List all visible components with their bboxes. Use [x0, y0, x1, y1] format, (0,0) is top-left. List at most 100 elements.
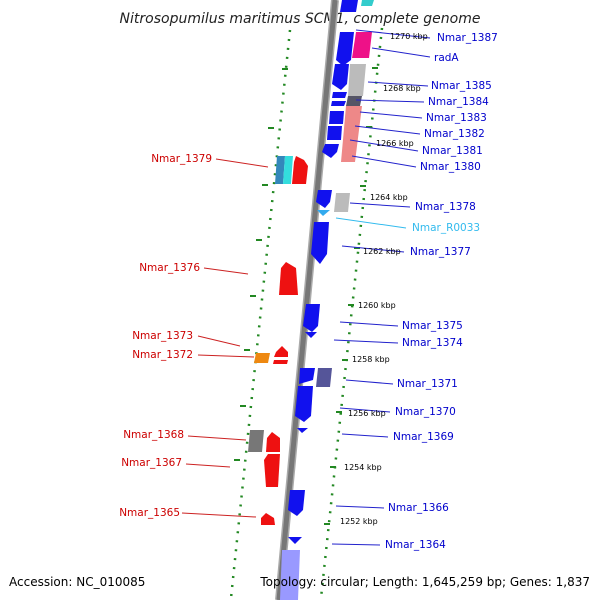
gene-nmar-1376: [279, 262, 298, 295]
gene-label[interactable]: Nmar_1378: [415, 201, 476, 213]
gene-nmar-1379-b: [283, 156, 293, 184]
label-leader-line: [355, 99, 425, 103]
tick-label: 1268 kbp: [383, 84, 421, 93]
gene-fragment-1: [332, 92, 347, 98]
gene-pink: [341, 106, 362, 162]
gene-grey-1: [348, 64, 366, 96]
forward-genes: [288, 0, 358, 544]
label-leader-line: [339, 321, 399, 327]
gene-rada: [352, 32, 372, 58]
gene-nmar-1378: [316, 190, 332, 208]
tick-label: 1270 kbp: [390, 32, 428, 41]
gene-label[interactable]: Nmar_1375: [402, 320, 463, 332]
gene-label[interactable]: Nmar_1381: [422, 145, 483, 157]
gene-label[interactable]: Nmar_1382: [424, 128, 485, 140]
tick-label: 1258 kbp: [352, 355, 390, 364]
label-leader-line: [367, 81, 429, 87]
gene-label[interactable]: Nmar_1384: [428, 96, 489, 108]
tick-label: 1260 kbp: [358, 301, 396, 310]
gene-nmar-1370: [297, 428, 308, 433]
label-leader-line: [341, 433, 389, 438]
right-gene-labels: Nmar_1387 radA Nmar_1385 Nmar_1384 Nmar_…: [385, 32, 498, 551]
gene-nmar-1366: [288, 490, 305, 516]
label-leader-line: [203, 267, 249, 275]
gene-label[interactable]: Nmar_1373: [132, 330, 193, 342]
tick-label: 1266 kbp: [376, 139, 414, 148]
tick-label: 1256 kbp: [348, 409, 386, 418]
gene-nmar-1381: [322, 144, 339, 158]
label-leader-line: [349, 202, 411, 208]
gene-label[interactable]: Nmar_1368: [123, 429, 184, 441]
gene-nmar-1379-c: [292, 156, 308, 184]
backbone: [276, 0, 338, 600]
gene-label[interactable]: Nmar_1376: [139, 262, 200, 274]
left-gene-labels: Nmar_1379 Nmar_1376 Nmar_1373 Nmar_1372 …: [119, 153, 212, 519]
gene-nmar-1372-b: [273, 360, 288, 364]
label-leader-line: [181, 512, 257, 518]
tick-label: 1262 kbp: [363, 247, 401, 256]
gene-label[interactable]: Nmar_1383: [426, 112, 487, 124]
gene-label[interactable]: Nmar_1387: [437, 32, 498, 44]
gene-label[interactable]: Nmar_1385: [431, 80, 492, 92]
gene-label[interactable]: radA: [434, 52, 459, 64]
gene-label[interactable]: Nmar_1370: [395, 406, 456, 418]
label-leader-line: [354, 125, 421, 135]
gene-label[interactable]: Nmar_1367: [121, 457, 182, 469]
feature-top-cyan: [361, 0, 374, 6]
tick-label: 1264 kbp: [370, 193, 408, 202]
gene-nmar-1372: [254, 353, 270, 363]
gene-label[interactable]: Nmar_1364: [385, 539, 446, 551]
gene-label[interactable]: Nmar_1380: [420, 161, 481, 173]
label-leader-line: [349, 139, 419, 152]
gene-label[interactable]: Nmar_1371: [397, 378, 458, 390]
gene-label[interactable]: Nmar_1374: [402, 337, 463, 349]
gene-grey-2: [334, 193, 350, 212]
label-leader-line: [335, 217, 407, 229]
label-leader-line: [359, 111, 423, 119]
gene-nmar-r0033: [317, 210, 330, 216]
right-features: [280, 0, 374, 600]
gene-nmar-1374: [305, 332, 317, 338]
label-leader-line: [371, 47, 431, 58]
gene-label[interactable]: Nmar_1369: [393, 431, 454, 443]
gene-nmar-1375: [303, 304, 320, 332]
gene-nmar-1377: [311, 222, 329, 264]
label-leader-line: [355, 29, 431, 39]
tick-label: 1252 kbp: [340, 517, 378, 526]
tick-label: 1254 kbp: [344, 463, 382, 472]
right-dotted-track: [319, 27, 384, 599]
gene-nmar-1372-fwd: [299, 368, 315, 384]
label-leader-line: [335, 505, 385, 509]
gene-nmar-1367: [264, 454, 280, 487]
gene-nmar-1383: [329, 111, 344, 124]
label-leader-line: [339, 407, 391, 413]
right-label-leaders: [331, 29, 431, 546]
accession-text: Accession: NC_010085: [9, 575, 145, 589]
left-dotted-track: [229, 29, 292, 599]
label-leader-line: [345, 379, 394, 385]
gene-nmar-1371: [295, 386, 313, 422]
gene-label[interactable]: Nmar_1379: [151, 153, 212, 165]
gene-nmar-1364: [288, 537, 302, 544]
gene-fragment-2: [331, 101, 346, 106]
gene-label[interactable]: Nmar_1372: [132, 349, 193, 361]
label-leader-line: [351, 155, 417, 168]
gene-bottom-lavender: [280, 550, 300, 600]
label-leader-line: [331, 543, 381, 546]
genome-summary-text: Topology: circular; Length: 1,645,259 bp…: [259, 575, 590, 589]
gene-label[interactable]: Nmar_R0033: [412, 222, 480, 234]
gene-grey-dark: [346, 96, 362, 106]
gene-nmar-1382: [327, 126, 342, 140]
label-leader-line: [197, 354, 255, 358]
gene-top-blue: [340, 0, 358, 12]
right-track-ticks: [324, 67, 378, 525]
gene-nmar-1365: [261, 513, 275, 525]
gene-nmar-1368-a: [248, 430, 264, 452]
gene-label[interactable]: Nmar_1366: [388, 502, 449, 514]
gene-label[interactable]: Nmar_1365: [119, 507, 180, 519]
position-ticks: 1270 kbp 1268 kbp 1266 kbp 1264 kbp 1262…: [340, 32, 428, 526]
gene-nmar-1387: [336, 32, 354, 66]
label-leader-line: [197, 335, 241, 347]
gene-label[interactable]: Nmar_1377: [410, 246, 471, 258]
